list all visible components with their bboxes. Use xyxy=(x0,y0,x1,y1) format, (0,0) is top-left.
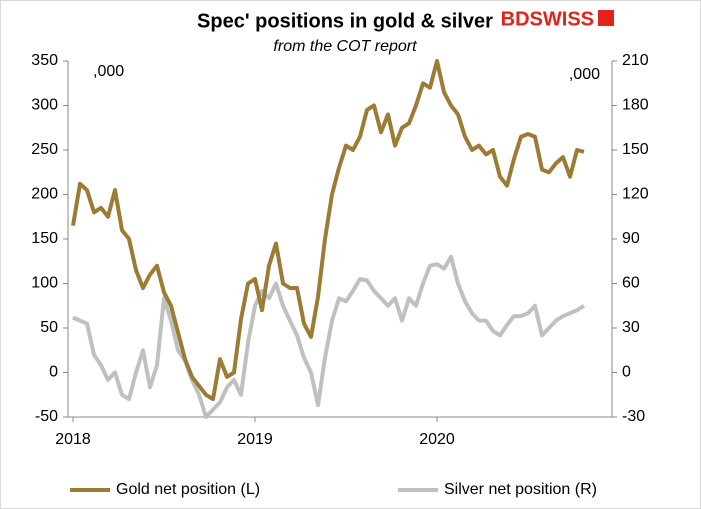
x-tick-label: 2019 xyxy=(237,431,273,448)
unit-annotation: ,000 xyxy=(93,63,124,80)
y2-tick-label: 60 xyxy=(622,275,640,292)
y2-tick-label: 150 xyxy=(622,141,649,158)
y-tick-label: -50 xyxy=(35,408,58,425)
x-tick-label: 2020 xyxy=(419,431,455,448)
y-tick-label: 150 xyxy=(31,230,58,247)
series-line xyxy=(72,254,586,419)
y-tick-label: 0 xyxy=(49,364,58,381)
y-tick-label: 100 xyxy=(31,275,58,292)
chart-subtitle: from the COT report xyxy=(273,38,417,55)
legend-label: Silver net position (R) xyxy=(444,481,597,498)
y-tick-label: 250 xyxy=(31,141,58,158)
y2-tick-label: 210 xyxy=(622,52,649,69)
logo: BDSWISS xyxy=(501,8,594,30)
y2-tick-label: 180 xyxy=(622,97,649,114)
y-tick-label: 50 xyxy=(40,319,58,336)
y2-tick-label: 0 xyxy=(622,364,631,381)
y2-tick-label: 90 xyxy=(622,230,640,247)
unit-annotation: ,000 xyxy=(569,66,600,83)
chart-title: Spec' positions in gold & silver xyxy=(197,10,493,32)
y2-tick-label: 30 xyxy=(622,319,640,336)
x-tick-label: 2018 xyxy=(55,431,91,448)
y-tick-label: 300 xyxy=(31,97,58,114)
y-tick-label: 200 xyxy=(31,186,58,203)
y2-tick-label: -30 xyxy=(622,408,645,425)
logo-icon xyxy=(598,10,614,26)
y-tick-label: 350 xyxy=(31,52,58,69)
legend-label: Gold net position (L) xyxy=(116,481,260,498)
series-line xyxy=(71,59,585,402)
y2-tick-label: 120 xyxy=(622,186,649,203)
